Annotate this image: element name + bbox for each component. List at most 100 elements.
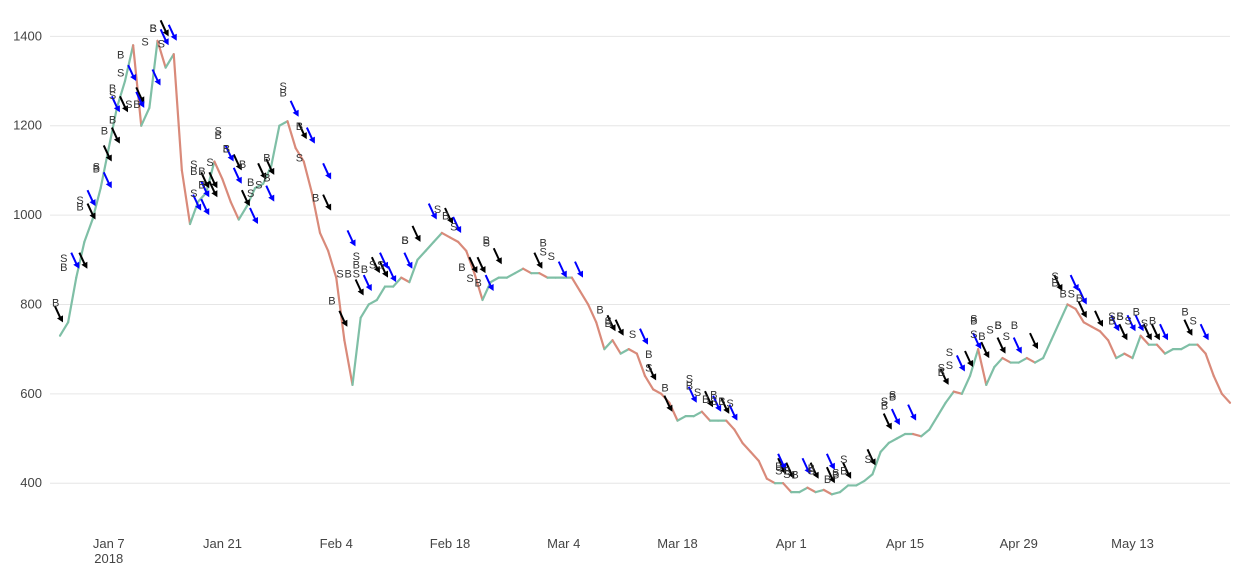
sell-label: S <box>840 454 847 466</box>
price-segment <box>1050 321 1061 342</box>
price-segment <box>505 272 517 279</box>
buy-arrow <box>354 279 364 296</box>
x-tick-sublabel: 2018 <box>94 551 123 566</box>
sell-arrow-head <box>560 270 567 278</box>
buy-arrow <box>882 413 892 430</box>
price-segment <box>578 289 590 306</box>
price-segment <box>960 374 972 395</box>
buy-arrow-head <box>300 132 307 140</box>
sell-label: S <box>336 269 343 281</box>
price-segment <box>538 272 549 279</box>
sell-label: S <box>775 465 782 477</box>
price-segment <box>920 428 931 438</box>
price-segment <box>855 479 866 487</box>
buy-arrow <box>825 466 835 484</box>
buy-label: B <box>361 264 368 276</box>
buy-arrow-head <box>1145 333 1152 341</box>
sell-arrow-head <box>642 337 648 345</box>
buy-arrow-head <box>203 181 210 189</box>
buy-label: B <box>775 461 782 473</box>
price-segment <box>375 285 387 302</box>
buy-arrow <box>614 319 624 336</box>
sell-label: S <box>686 374 693 386</box>
buy-label: B <box>198 166 205 178</box>
buy-arrow <box>322 194 332 211</box>
buy-label: B <box>661 383 668 395</box>
sell-arrow-head <box>731 413 738 421</box>
buy-arrow-head <box>260 172 267 180</box>
buy-arrow-head <box>869 458 876 466</box>
buy-arrow-head <box>650 373 657 381</box>
price-segment <box>895 432 907 440</box>
price-segment <box>1090 325 1102 333</box>
price-segment <box>798 486 809 494</box>
sell-arrow-head <box>1129 324 1136 332</box>
buy-label: B <box>215 130 222 142</box>
sell-arrow-head <box>828 462 835 470</box>
sell-label: S <box>280 81 287 93</box>
sell-arrow <box>192 194 202 211</box>
buy-arrow <box>964 350 973 368</box>
buy-arrow-head <box>113 136 120 144</box>
buy-arrow-head <box>57 315 63 323</box>
sell-arrow <box>322 162 332 180</box>
buy-arrow-head <box>211 181 218 189</box>
price-segment <box>229 200 240 221</box>
sell-label: S <box>986 324 993 336</box>
price-segment <box>1025 356 1037 364</box>
buy-label: B <box>808 463 815 475</box>
sell-label: S <box>247 188 254 200</box>
sell-label: S <box>783 469 790 481</box>
price-segment <box>294 146 305 163</box>
price-segment <box>286 120 297 150</box>
buy-label: B <box>190 166 197 178</box>
sell-label: S <box>946 360 953 372</box>
buy-label: B <box>198 179 205 191</box>
x-tick-label: Feb 4 <box>320 536 353 551</box>
buy-arrow <box>119 95 128 113</box>
buy-arrow-head <box>967 360 973 368</box>
buy-arrow <box>1094 310 1103 327</box>
sell-arrow-head <box>1015 346 1022 354</box>
price-segment <box>814 488 825 494</box>
price-segment <box>570 276 582 293</box>
sell-label: S <box>970 313 977 325</box>
price-segment <box>1180 343 1191 351</box>
sell-arrow <box>232 167 242 184</box>
sell-arrow-head <box>577 270 583 278</box>
buy-arrow-head <box>211 190 218 198</box>
buy-label: B <box>824 474 831 486</box>
buy-label: B <box>791 470 798 482</box>
trade-signals <box>54 19 1209 484</box>
buy-arrow <box>866 448 876 466</box>
buy-label: B <box>605 318 612 330</box>
price-segment <box>473 272 484 302</box>
sell-label: S <box>125 99 132 111</box>
sell-arrow <box>110 95 120 113</box>
sell-arrow <box>305 127 315 144</box>
sell-arrow-head <box>203 190 210 198</box>
price-segment <box>1155 343 1167 355</box>
price-segment <box>725 419 736 431</box>
sell-arrow-head <box>455 225 462 233</box>
sell-arrow-head <box>365 284 372 292</box>
buy-arrow-head <box>707 400 713 408</box>
x-tick-label: Apr 15 <box>886 536 924 551</box>
buy-arrow <box>338 310 348 327</box>
price-segment <box>952 390 963 395</box>
price-segment <box>132 44 143 127</box>
price-segment <box>448 236 460 243</box>
price-segment <box>993 356 1004 369</box>
price-segment <box>457 240 468 252</box>
buy-label: B <box>881 400 888 412</box>
buy-arrow <box>240 189 250 207</box>
buy-arrow <box>1150 323 1160 341</box>
sell-arrow-head <box>1072 284 1079 292</box>
buy-label: B <box>1133 307 1140 319</box>
sell-arrow-head <box>406 261 413 269</box>
price-segment <box>700 410 712 422</box>
price-segment <box>327 249 338 279</box>
